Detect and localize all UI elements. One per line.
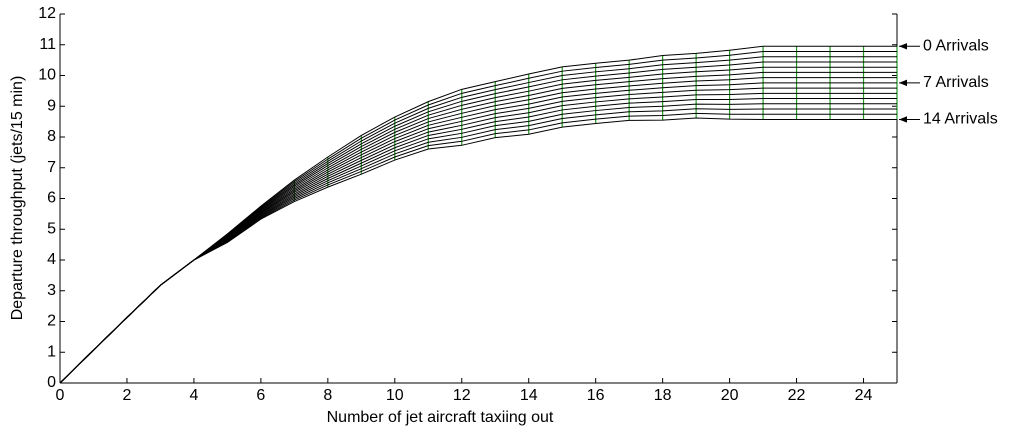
y-tick-label: 9 xyxy=(47,97,56,114)
y-tick-label: 12 xyxy=(38,5,56,22)
y-tick-label: 6 xyxy=(47,190,56,207)
y-tick-label: 11 xyxy=(39,36,56,53)
y-tick-label: 1 xyxy=(47,343,56,360)
x-tick-label: 4 xyxy=(189,387,198,404)
annotation: 0 Arrivals xyxy=(923,38,989,55)
annotation: 14 Arrivals xyxy=(923,111,998,128)
series-line xyxy=(59,103,897,384)
series-line xyxy=(59,112,897,384)
x-tick-label: 0 xyxy=(56,387,65,404)
x-tick-label: 12 xyxy=(453,387,471,404)
series-line xyxy=(59,87,897,384)
series-line xyxy=(59,117,897,384)
x-tick-label: 22 xyxy=(788,387,806,404)
x-tick-label: 6 xyxy=(256,387,265,404)
series-line xyxy=(59,82,897,384)
y-tick-label: 5 xyxy=(47,220,56,237)
x-tick-label: 24 xyxy=(855,387,873,404)
y-tick-label: 10 xyxy=(38,67,56,84)
x-tick-label: 10 xyxy=(386,387,404,404)
x-tick-label: 18 xyxy=(654,387,672,404)
series-line xyxy=(59,92,897,384)
series-line xyxy=(59,45,897,384)
x-tick-label: 2 xyxy=(123,387,132,404)
y-tick-label: 4 xyxy=(47,251,56,268)
series-line xyxy=(59,61,897,384)
y-tick-label: 7 xyxy=(47,159,56,176)
x-tick-label: 8 xyxy=(323,387,332,404)
series-line xyxy=(59,108,897,384)
y-tick-label: 0 xyxy=(47,374,56,391)
y-tick-label: 8 xyxy=(47,128,56,145)
x-tick-label: 16 xyxy=(587,387,605,404)
y-tick-label: 2 xyxy=(47,313,56,330)
y-tick-label: 3 xyxy=(47,282,56,299)
x-axis-label: Number of jet aircraft taxiing out xyxy=(327,409,554,426)
y-axis-label: Departure throughput (jets/15 min) xyxy=(9,76,26,321)
series-line xyxy=(59,77,897,384)
x-tick-label: 14 xyxy=(520,387,538,404)
x-tick-label: 20 xyxy=(721,387,739,404)
annotation: 7 Arrivals xyxy=(923,74,989,91)
